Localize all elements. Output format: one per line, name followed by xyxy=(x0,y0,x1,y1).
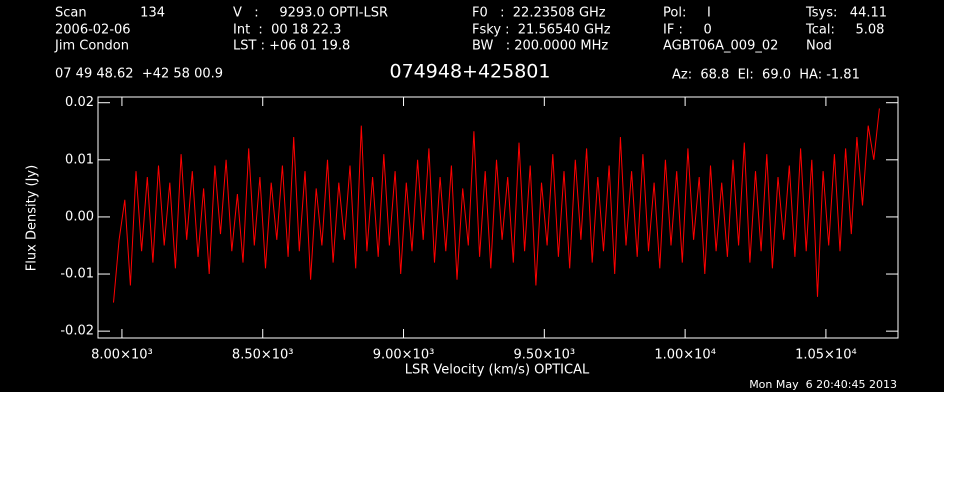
y-tick-label: -0.02 xyxy=(60,324,94,339)
x-tick-label: 9.50×10³ xyxy=(514,348,576,363)
x-tick-label: 1.00×10⁴ xyxy=(654,348,716,363)
header-text: AGBT06A_009_02 xyxy=(663,39,778,54)
header-text: 2006-02-06 xyxy=(55,23,131,38)
y-tick-label: 0.00 xyxy=(65,209,94,224)
x-tick-label: 8.50×10³ xyxy=(232,348,294,363)
header-text: 134 xyxy=(140,6,165,21)
header-text: LST : +06 01 19.8 xyxy=(233,39,350,54)
x-axis-label: LSR Velocity (km/s) OPTICAL xyxy=(405,363,590,378)
plot-background xyxy=(0,0,944,392)
header-text: Nod xyxy=(806,39,832,54)
header-text: V : 9293.0 OPTI-LSR xyxy=(233,6,388,21)
header-text: Tcal: 5.08 xyxy=(805,23,884,38)
header-text: Int : 00 18 22.3 xyxy=(233,23,341,38)
header-text: Jim Condon xyxy=(54,39,129,54)
y-tick-label: 0.01 xyxy=(65,152,94,167)
header-text: Tsys: 44.11 xyxy=(805,6,887,21)
header-text: Pol: I xyxy=(663,6,711,21)
spectrum-line xyxy=(113,108,880,303)
header-text: 07 49 48.62 +42 58 00.9 xyxy=(55,67,223,82)
header-text: Fsky : 21.56540 GHz xyxy=(472,23,611,38)
y-tick-label: -0.01 xyxy=(60,267,94,282)
header-text: IF : 0 xyxy=(663,23,712,38)
header-text: F0 : 22.23508 GHz xyxy=(472,6,606,21)
header-text: BW : 200.0000 MHz xyxy=(472,39,608,54)
header-text: Az: 68.8 El: 69.0 HA: -1.81 xyxy=(672,68,860,83)
x-tick-label: 8.00×10³ xyxy=(91,348,153,363)
x-tick-label: 1.05×10⁴ xyxy=(795,348,857,363)
chart-title: 074948+425801 xyxy=(390,61,551,83)
timestamp: Mon May 6 20:40:45 2013 xyxy=(749,378,897,391)
x-tick-label: 9.00×10³ xyxy=(373,348,435,363)
plot-frame xyxy=(97,96,899,339)
y-axis-label: Flux Density (Jy) xyxy=(25,165,40,271)
header-text: Scan xyxy=(55,6,87,21)
y-tick-label: 0.02 xyxy=(65,95,94,110)
